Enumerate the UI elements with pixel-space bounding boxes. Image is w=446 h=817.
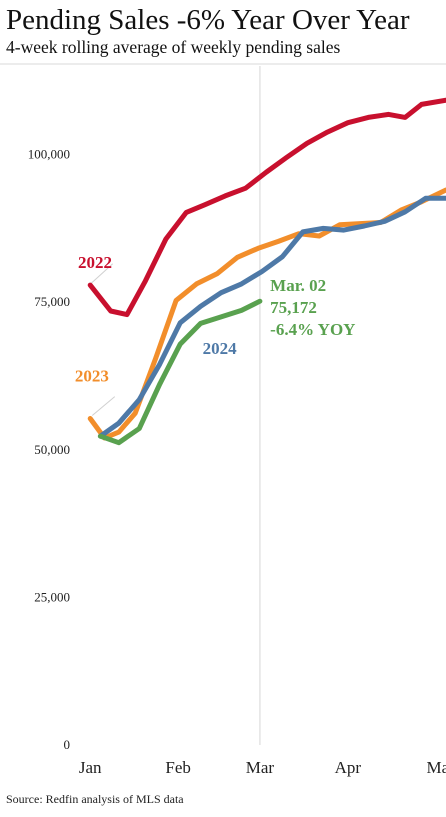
callout-line: -6.4% YOY [270,320,355,339]
x-tick-label: Feb [165,758,191,777]
series-line-2022 [87,97,446,318]
y-tick-label: 50,000 [34,442,70,457]
series-line-2023 [87,187,446,441]
y-axis: 0 25,000 50,000 75,000 100,000 [28,147,70,752]
series-label-leader [91,396,116,416]
callout-line: 75,172 [270,298,317,317]
x-axis: Jan Feb Mar Apr Ma [79,758,446,777]
x-tick-label: Mar [246,758,275,777]
chart-subtitle: 4-week rolling average of weekly pending… [6,37,341,57]
label-leaders [90,263,116,416]
source-note: Source: Redfin analysis of MLS data [6,792,184,806]
callout-line: Mar. 02 [270,276,326,295]
series-line-2024-ytd [97,298,263,446]
y-tick-label: 75,000 [34,294,70,309]
series-line-2024 [97,195,446,439]
y-tick-label: 100,000 [28,147,70,162]
y-tick-label: 0 [64,737,71,752]
chart-title: Pending Sales -6% Year Over Year [6,4,410,36]
series-lines [87,97,446,446]
y-tick-label: 25,000 [34,589,70,604]
series-label: 2022 [78,253,112,272]
series-labels: 2022 2023 2024 [75,253,237,385]
series-label: 2023 [75,366,109,385]
x-tick-label: Jan [79,758,102,777]
series-label-leader [90,263,114,284]
series-label: 2024 [203,339,238,358]
x-tick-label: Apr [335,758,362,777]
x-tick-label: Ma [426,758,446,777]
callout-annotation: Mar. 02 75,172 -6.4% YOY [270,276,355,339]
